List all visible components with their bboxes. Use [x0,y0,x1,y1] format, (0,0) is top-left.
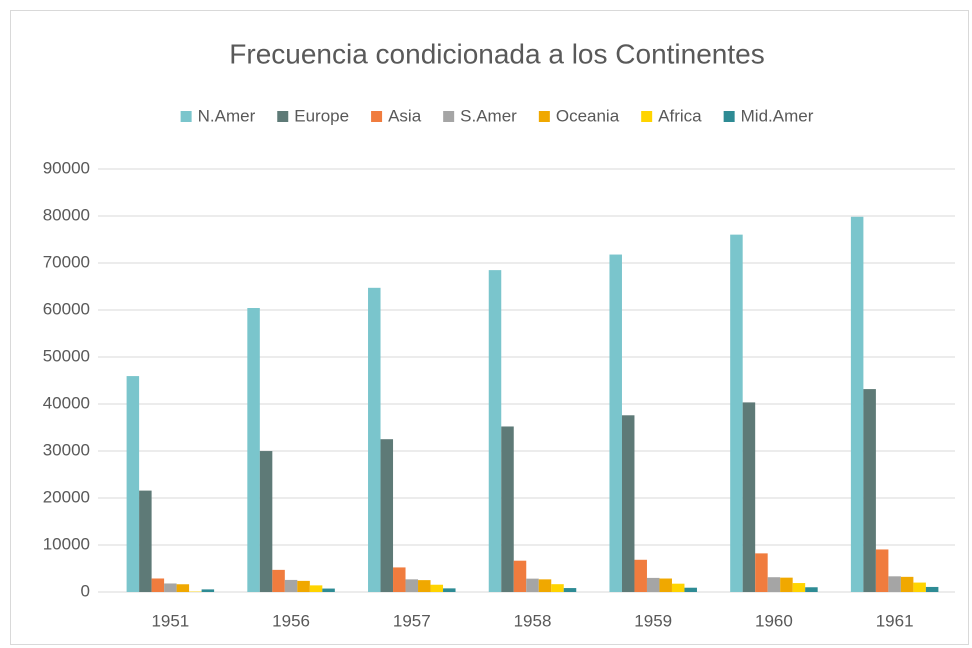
bar [538,579,552,592]
legend-swatch [723,111,735,122]
bar [684,587,697,592]
legend-swatch [180,111,192,122]
legend-swatch [641,111,653,122]
bar [322,588,335,592]
bar [513,560,527,592]
bar [671,583,685,592]
bar [259,451,273,592]
bar [139,490,152,592]
bar [563,588,577,592]
legend-label: Africa [658,106,702,125]
legend-swatch [371,111,383,122]
bar [634,559,647,592]
bar [805,587,818,592]
bar [368,287,381,592]
legend-label: N.Amer [198,106,256,125]
bar [443,588,456,592]
bar [780,577,793,592]
bar [201,589,215,592]
legend-label: S.Amer [460,106,517,125]
legend-swatch [277,111,289,122]
y-tick-label: 70000 [43,252,90,271]
y-tick-label: 40000 [43,393,90,412]
x-tick-label: 1957 [393,611,431,630]
y-tick-label: 10000 [43,534,90,553]
bar [393,567,406,592]
y-tick-label: 20000 [43,487,90,506]
bar [913,582,926,592]
legend-label: Europe [294,106,349,125]
bar [430,584,444,592]
legend-label: Asia [388,106,422,125]
bar [659,578,672,592]
y-tick-label: 90000 [43,158,90,177]
y-tick-label: 60000 [43,299,90,318]
legend-swatch [538,111,550,122]
bar [526,578,539,592]
y-tick-label: 30000 [43,440,90,459]
bar [863,389,876,592]
bar [297,580,310,592]
legend-label: Oceania [556,106,620,125]
x-tick-label: 1959 [634,611,672,630]
bar [888,576,901,592]
x-tick-label: 1961 [876,611,914,630]
bar [551,584,564,592]
bar [730,234,743,592]
bar [164,583,177,592]
bar [176,584,190,592]
bar [405,579,419,592]
y-tick-label: 0 [81,581,90,600]
x-tick-label: 1958 [514,611,552,630]
chart-title: Frecuencia condicionada a los Continente… [229,38,764,69]
bar [621,415,635,592]
bar [900,576,914,592]
bar [850,216,864,592]
bar [792,583,806,592]
bar [126,376,140,592]
x-tick-label: 1951 [151,611,189,630]
bar [925,586,939,592]
bar [272,569,285,592]
bar [151,578,165,592]
bar [767,577,781,592]
legend-label: Mid.Amer [741,106,814,125]
legend-swatch [443,111,455,122]
bar [309,585,323,592]
y-tick-label: 80000 [43,205,90,224]
bar [609,254,622,593]
bar [875,549,889,592]
bar [284,579,298,592]
bar [247,308,260,592]
bar [742,402,756,592]
bar [380,439,394,592]
y-tick-label: 50000 [43,346,90,365]
x-tick-label: 1960 [755,611,793,630]
bar [646,577,660,592]
x-tick-label: 1956 [272,611,310,630]
bar [755,553,768,592]
bar [418,580,431,592]
bar [501,426,514,592]
bar [488,270,502,592]
